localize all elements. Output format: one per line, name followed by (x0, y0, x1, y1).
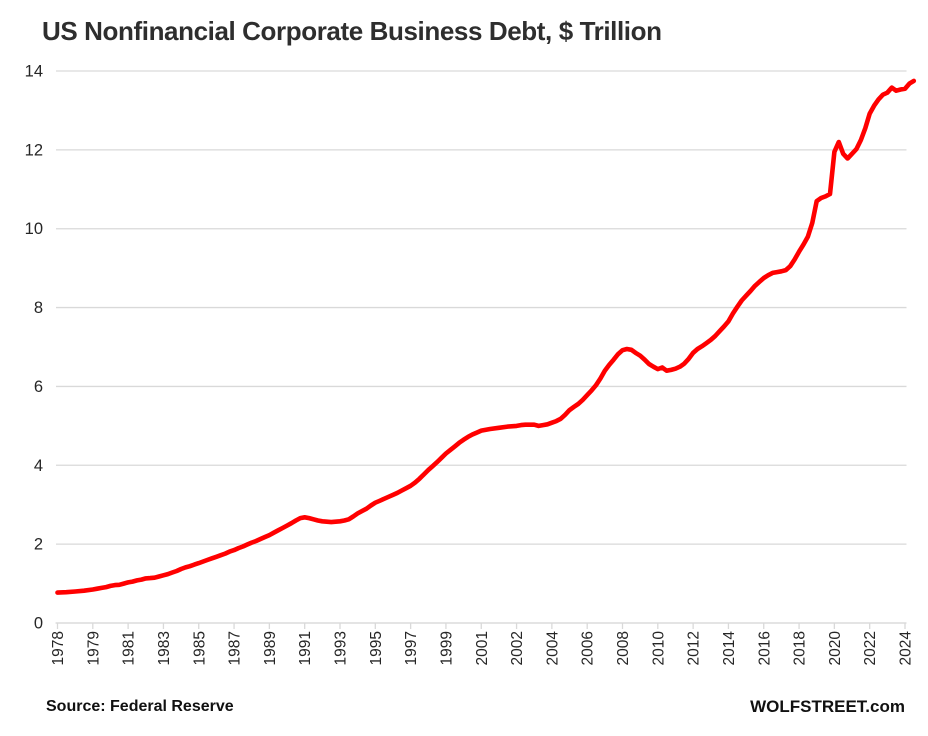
x-axis-label-1993: 1993 (333, 631, 350, 665)
x-axis-label-2016: 2016 (756, 631, 773, 665)
y-axis-label-14: 14 (25, 63, 43, 81)
x-axis-label-1991: 1991 (297, 631, 314, 665)
x-axis-label-1979: 1979 (85, 631, 102, 665)
x-axis-label-1983: 1983 (156, 631, 173, 665)
debt-series-line (55, 78, 917, 595)
x-axis-label-1985: 1985 (191, 631, 208, 665)
x-axis-label-1989: 1989 (262, 631, 279, 665)
y-axis-label-8: 8 (34, 299, 43, 317)
x-axis-label-2006: 2006 (580, 631, 597, 665)
source-note: Source: Federal Reserve (46, 698, 234, 715)
x-axis-label-2004: 2004 (544, 631, 561, 666)
x-axis-label-1999: 1999 (438, 631, 455, 665)
x-axis-label-2022: 2022 (862, 631, 879, 665)
chart-title: US Nonfinancial Corporate Business Debt,… (42, 16, 662, 46)
x-axis-label-1978: 1978 (50, 631, 67, 665)
x-axis-label-1995: 1995 (368, 631, 385, 665)
x-axis-label-2010: 2010 (650, 631, 667, 666)
x-axis-label-2024: 2024 (898, 631, 915, 666)
x-axis-label-2020: 2020 (827, 631, 844, 666)
x-axis-label-2002: 2002 (509, 631, 526, 665)
wolfstreet-branding: WOLFSTREET.com (750, 697, 905, 716)
y-axis-label-4: 4 (34, 457, 43, 475)
x-axis-label-2008: 2008 (615, 631, 632, 665)
x-axis-label-1981: 1981 (121, 631, 138, 665)
x-axis-label-2001: 2001 (474, 631, 491, 665)
x-axis-label-1997: 1997 (403, 631, 420, 665)
y-axis-label-6: 6 (34, 378, 43, 396)
x-axis-label-2014: 2014 (721, 631, 738, 666)
x-axis-label-2018: 2018 (792, 631, 809, 665)
x-axis-label-1987: 1987 (227, 631, 244, 665)
y-axis-label-10: 10 (25, 220, 43, 238)
x-axis-label-2012: 2012 (686, 631, 703, 665)
y-axis-label-2: 2 (34, 536, 43, 554)
y-axis-label-0: 0 (34, 615, 43, 633)
y-axis-label-12: 12 (25, 141, 43, 159)
